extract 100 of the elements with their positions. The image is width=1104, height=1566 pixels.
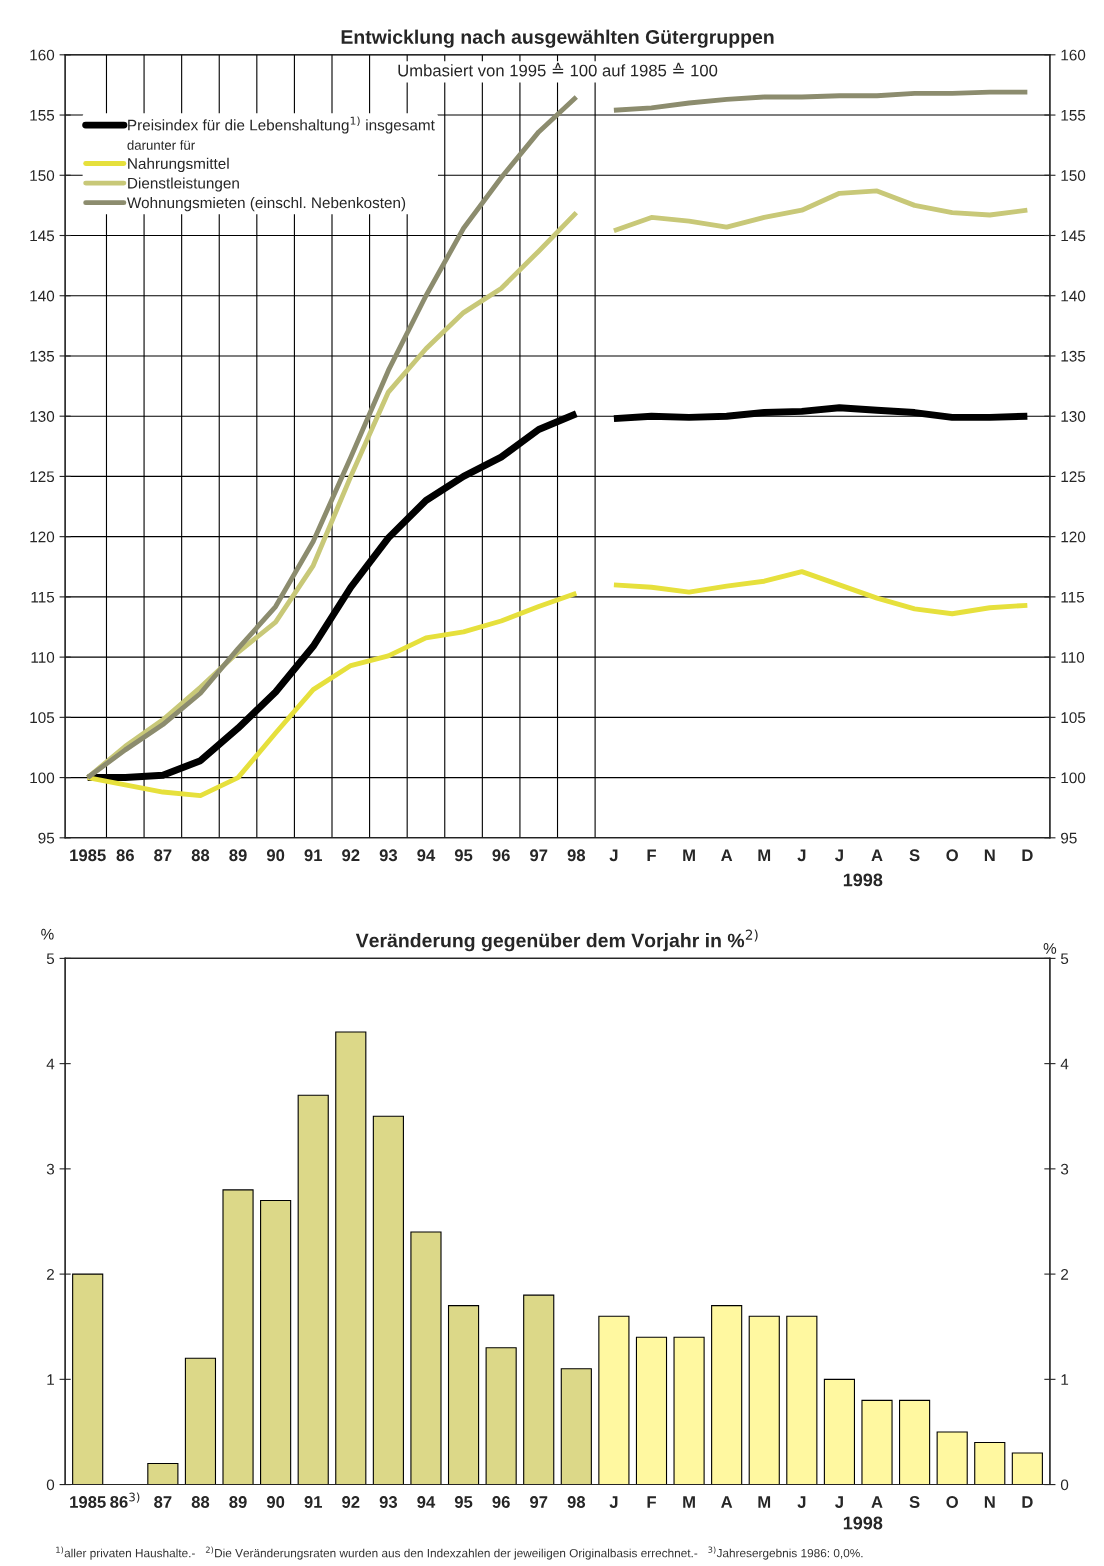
x-tick-label: 94 — [417, 1496, 436, 1508]
x-tick-label: M — [683, 1496, 695, 1508]
y2-tick-label: 160 — [1061, 49, 1086, 61]
y-tick-label: 105 — [30, 712, 55, 724]
x-tick-label: 89 — [229, 1496, 247, 1508]
x-tick-label: N — [984, 1496, 995, 1508]
x-tick-label: 94 — [417, 849, 436, 862]
y-tick-label: 140 — [30, 290, 55, 302]
x-axis-title: 1998 — [843, 873, 883, 887]
y-tick-label: 95 — [38, 832, 55, 844]
x-tick-label: 93 — [379, 1496, 398, 1508]
x-tick-label: J — [797, 1496, 806, 1508]
x-tick-label: 1985 — [70, 849, 106, 862]
x-tick-label: 96 — [492, 849, 510, 862]
y-tick-label: 1 — [47, 1374, 54, 1385]
y2-tick-label: 105 — [1061, 712, 1086, 724]
x-tick-label: J — [797, 849, 806, 862]
y2-axis-title: % — [1043, 943, 1057, 954]
x-tick-label: 87 — [154, 1496, 172, 1508]
x-tick-label: 88 — [191, 849, 210, 862]
x-tick-label: O — [946, 1496, 958, 1508]
x-tick-label: 92 — [342, 849, 360, 862]
x-tick-label: 86 — [116, 849, 134, 862]
x-tick-label: F — [647, 1496, 656, 1508]
y2-tick-label: 115 — [1061, 591, 1085, 603]
y2-tick-label: 110 — [1061, 651, 1085, 663]
x-tick-label: 86$^{3)}$ — [110, 1492, 140, 1508]
annotation: darunter für — [127, 140, 195, 150]
x-axis-title: 1998 — [843, 1516, 883, 1530]
y-tick-label: 0 — [46, 1479, 55, 1491]
y-tick-label: 3 — [46, 1163, 55, 1175]
x-tick-label: M — [758, 1496, 771, 1508]
y2-tick-label: 155 — [1061, 110, 1086, 121]
y2-tick-label: 1 — [1061, 1374, 1069, 1385]
chart-title: Veränderung gegenüber dem Vorjahr in %$^{2)}$ — [355, 929, 758, 952]
y2-tick-label: 130 — [1061, 411, 1086, 422]
x-tick-label: J — [835, 849, 843, 862]
x-tick-label: 98 — [567, 849, 586, 862]
x-tick-label: M — [683, 849, 695, 861]
y2-tick-label: 140 — [1061, 290, 1086, 302]
x-tick-label: A — [871, 1496, 883, 1508]
text: $^{1)}$aller privaten Haushalte.- $^{2)}$Die Veränderungsraten wurden aus den Indexzahlen der jeweiligen Originalbasis errechnet.- $^{3)}$Jahresergebnis 1986: 0,0%. — [56, 1546, 863, 1560]
x-tick-label: J — [609, 1496, 618, 1508]
chart-title: Entwicklung nach ausgewählten Gütergruppen — [341, 29, 774, 48]
x-tick-label: F — [647, 849, 656, 861]
legend-label: Preisindex für die Lebenshaltung$^{1)}$ insgesamt — [128, 116, 435, 134]
y2-tick-label: 4 — [1060, 1058, 1069, 1070]
y-tick-label: 4 — [46, 1058, 55, 1070]
y-tick-label: 155 — [30, 110, 55, 121]
x-tick-label: 89 — [229, 849, 247, 862]
y2-tick-label: 100 — [1061, 772, 1086, 784]
y2-tick-label: 145 — [1061, 230, 1086, 242]
y-tick-label: 5 — [46, 953, 55, 965]
legend-label: Nahrungsmittel — [128, 157, 229, 173]
y2-tick-label: 95 — [1061, 832, 1077, 844]
y-tick-label: 135 — [30, 350, 55, 362]
x-tick-label: 91 — [304, 1496, 323, 1508]
x-tick-label: 97 — [530, 1496, 548, 1508]
x-tick-label: 87 — [154, 849, 172, 862]
x-tick-label: S — [909, 849, 920, 862]
y2-tick-label: 135 — [1061, 350, 1086, 362]
x-tick-label: S — [909, 1496, 920, 1508]
y-tick-label: 145 — [30, 230, 55, 242]
legend-label: Wohnungsmieten (einschl. Nebenkosten) — [126, 196, 406, 212]
x-tick-label: M — [758, 849, 771, 861]
y-tick-label: 2 — [46, 1268, 54, 1280]
x-tick-label: A — [721, 849, 733, 861]
y-tick-label: 150 — [30, 170, 55, 181]
x-tick-label: 97 — [530, 849, 548, 862]
x-tick-label: 90 — [266, 1496, 285, 1508]
x-tick-label: 95 — [454, 849, 473, 862]
x-tick-label: D — [1022, 849, 1033, 861]
y2-tick-label: 150 — [1061, 170, 1086, 181]
x-tick-label: A — [721, 1496, 733, 1508]
y2-tick-label: 125 — [1061, 471, 1086, 483]
y-tick-label: 130 — [30, 411, 55, 422]
y2-tick-label: 5 — [1060, 953, 1069, 965]
x-tick-label: 93 — [379, 849, 398, 862]
y-tick-label: 115 — [31, 591, 55, 603]
x-tick-label: 98 — [567, 1496, 586, 1508]
y-tick-label: 110 — [31, 651, 55, 663]
x-tick-label: J — [609, 849, 618, 862]
y-tick-label: 100 — [30, 772, 55, 784]
y-axis-title: % — [41, 928, 54, 940]
y2-tick-label: 3 — [1060, 1163, 1069, 1175]
x-tick-label: 90 — [266, 849, 285, 862]
y2-tick-label: 2 — [1061, 1268, 1069, 1280]
y-tick-label: 160 — [30, 49, 55, 61]
y-tick-label: 120 — [30, 531, 55, 543]
x-tick-label: 96 — [492, 1496, 510, 1508]
x-tick-label: 91 — [304, 849, 323, 862]
x-tick-label: 88 — [191, 1496, 210, 1508]
y2-tick-label: 0 — [1060, 1479, 1069, 1491]
x-tick-label: A — [871, 849, 883, 861]
legend-label: Dienstleistungen — [128, 177, 239, 192]
x-tick-label: J — [835, 1496, 843, 1508]
y-tick-label: 125 — [30, 471, 55, 483]
x-tick-label: 92 — [342, 1496, 360, 1508]
x-tick-label: D — [1022, 1496, 1033, 1508]
x-tick-label: 95 — [454, 1496, 473, 1508]
